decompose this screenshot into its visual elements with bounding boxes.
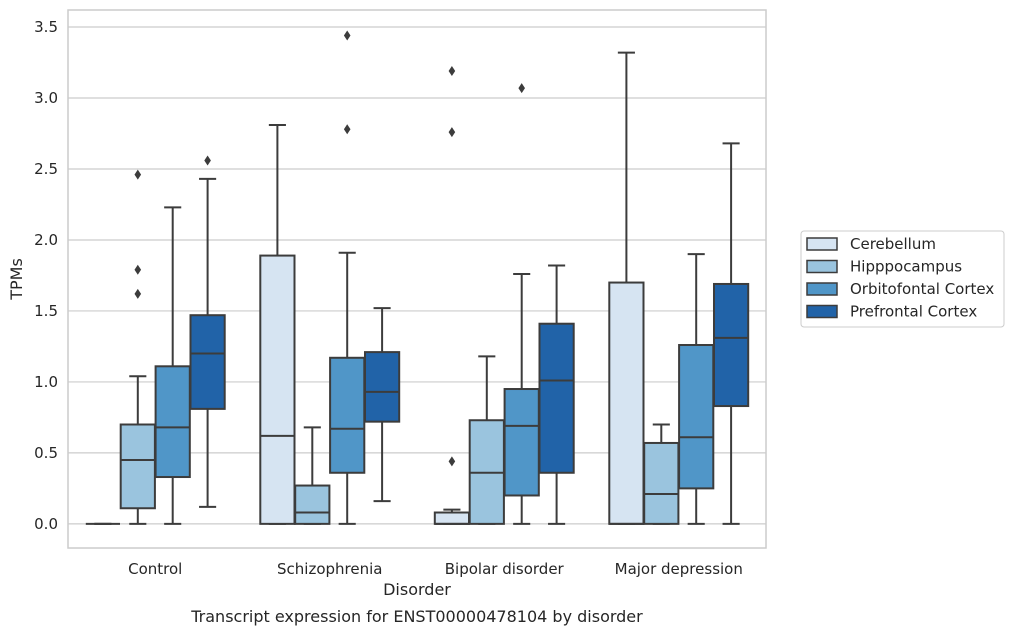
x-tick-label: Major depression <box>615 560 743 578</box>
y-tick-label: 2.5 <box>34 160 58 178</box>
box-iqr <box>119 423 156 510</box>
outlier-point <box>448 127 456 138</box>
outlier-point <box>134 264 142 275</box>
y-tick-label: 1.0 <box>34 373 58 391</box>
legend-label: Cerebellum <box>850 235 936 253</box>
box <box>329 30 366 525</box>
outlier-point <box>448 456 456 467</box>
box <box>503 83 540 525</box>
legend-label: Prefrontal Cortex <box>850 303 977 321</box>
box <box>363 307 401 503</box>
box-iqr <box>538 322 575 474</box>
y-axis-title: TPMs <box>7 258 26 301</box>
outlier-point <box>343 30 351 41</box>
x-axis-title: Disorder <box>383 580 451 599</box>
legend-swatch <box>806 237 838 251</box>
outlier-point <box>343 124 351 135</box>
box <box>608 51 645 525</box>
box <box>678 253 715 525</box>
x-tick-label: Control <box>128 560 182 578</box>
box <box>468 355 505 525</box>
legend-label: Hipppocampus <box>850 258 962 276</box>
outlier-point <box>448 66 456 77</box>
box <box>154 206 191 525</box>
box-iqr <box>189 314 226 410</box>
legend-frame <box>800 230 1005 328</box>
y-tick-label: 3.5 <box>34 18 58 36</box>
box-iqr <box>363 351 401 423</box>
outlier-point <box>204 155 211 166</box>
box-iqr <box>154 365 191 479</box>
y-tick-label: 3.0 <box>34 89 58 107</box>
x-tick-label: Bipolar disorder <box>445 560 565 578</box>
box-iqr <box>433 511 471 525</box>
outlier-point <box>134 169 142 180</box>
legend-label: Orbitofontal Cortex <box>850 280 994 298</box>
x-tick-label: Schizophrenia <box>277 560 382 578</box>
box <box>433 66 471 525</box>
y-tick-label: 2.0 <box>34 231 58 249</box>
legend-swatch <box>806 282 838 296</box>
box-groups <box>85 30 750 525</box>
legend-swatch <box>806 304 838 319</box>
box <box>259 123 296 525</box>
legend-swatch <box>806 259 838 274</box>
box-iqr <box>643 441 680 525</box>
box <box>538 264 575 525</box>
box-iqr <box>259 254 296 525</box>
y-tick-labels: 0.0 0.5 1.0 1.5 2.0 2.5 3.0 3.5 <box>34 18 58 533</box>
outlier-point <box>518 83 525 94</box>
x-tick-labels: Control Schizophrenia Bipolar disorder Majo… <box>128 560 743 578</box>
box <box>294 426 331 525</box>
box-iqr <box>712 282 750 408</box>
box-iqr <box>294 484 331 525</box>
box-iqr <box>329 356 366 474</box>
box-iqr <box>678 344 715 490</box>
outlier-point <box>134 288 142 299</box>
y-tick-label: 1.5 <box>34 302 58 320</box>
box <box>712 142 750 525</box>
y-tick-label: 0.0 <box>34 515 58 533</box>
y-tick-label: 0.5 <box>34 444 58 462</box>
chart-caption: Transcript expression for ENST0000047810… <box>190 607 643 626</box>
box-iqr <box>503 388 540 497</box>
box <box>189 155 226 508</box>
box-iqr <box>608 281 645 525</box>
legend: Cerebellum Hipppocampus Orbitofontal Corte… <box>800 230 1005 328</box>
